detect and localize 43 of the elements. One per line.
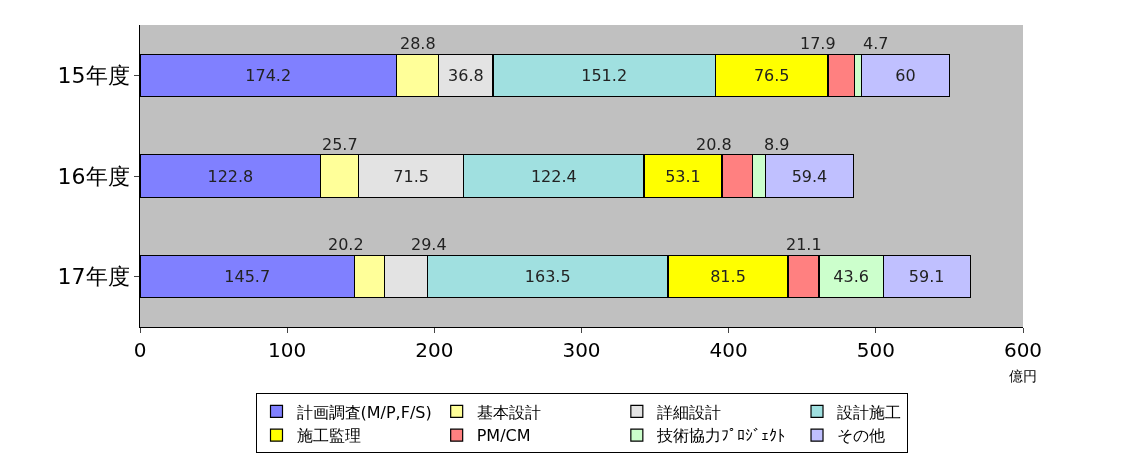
data-label: 28.8 [400, 34, 436, 53]
data-label: 59.4 [791, 166, 828, 186]
x-tick-label: 100 [268, 338, 307, 362]
x-tick-label: 200 [415, 338, 454, 362]
x-axis-title: 億円 [1009, 368, 1037, 384]
data-label: 59.1 [908, 267, 945, 287]
x-tick-label: 600 [1003, 338, 1043, 362]
data-label: 25.7 [322, 135, 358, 154]
data-label: 174.2 [245, 65, 292, 85]
data-label: 29.4 [411, 235, 447, 254]
data-label: 71.5 [393, 166, 429, 186]
data-label: 122.8 [207, 166, 254, 186]
data-label: 145.7 [224, 267, 271, 287]
x-tick-label: 400 [709, 338, 748, 362]
data-label: 53.1 [665, 166, 701, 186]
legend-label: 詳細設計 [656, 402, 721, 422]
data-label: 122.4 [530, 166, 577, 186]
data-label: 81.5 [710, 267, 746, 287]
data-label: 43.6 [833, 267, 869, 287]
x-tick-label: 500 [856, 338, 895, 362]
legend-label: 計画調査(M/P,F/S) [296, 402, 432, 422]
legend-label: 施工監理 [296, 426, 361, 446]
y-tick-label: 16年度 [57, 163, 130, 189]
data-label: 60 [895, 65, 916, 85]
legend-label: 技術協力ﾌﾟﾛｼﾞｪｸﾄ [655, 426, 785, 446]
legend-label: 基本設計 [476, 402, 541, 422]
data-label: 36.8 [448, 65, 484, 85]
y-tick-label: 15年度 [57, 63, 130, 89]
data-label: 76.5 [753, 65, 790, 85]
legend-label: PM/CM [476, 426, 531, 446]
y-tick-label: 17年度 [57, 264, 130, 290]
data-label: 163.5 [524, 267, 571, 287]
data-label: 151.2 [581, 65, 628, 85]
legend-label: 設計施工 [837, 402, 902, 422]
data-label: 4.7 [863, 34, 889, 53]
data-label: 8.9 [764, 135, 790, 154]
data-label: 17.9 [800, 34, 836, 53]
data-label: 20.8 [696, 135, 732, 154]
x-tick-label: 0 [133, 338, 147, 362]
data-label: 20.2 [328, 235, 364, 254]
data-label: 21.1 [786, 235, 822, 254]
legend-label: その他 [837, 426, 886, 446]
x-tick-label: 300 [562, 338, 601, 362]
